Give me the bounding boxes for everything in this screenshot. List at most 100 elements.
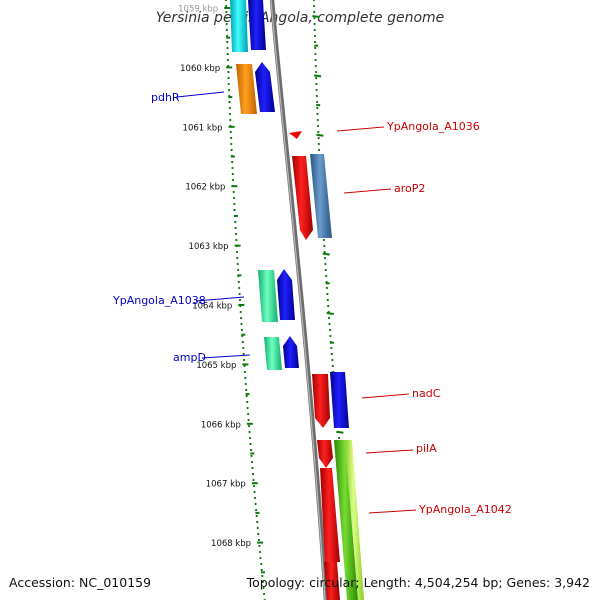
leader-line	[368, 509, 417, 514]
gene-feature-green[interactable]	[334, 440, 358, 600]
track-dot	[257, 538, 260, 542]
gene-label-ampD[interactable]: ampD	[173, 351, 206, 364]
track-dot	[313, 4, 316, 8]
gene-feature-YpAngola-A1038[interactable]	[277, 269, 295, 320]
track-dot	[247, 424, 251, 428]
gene-label-pdhR[interactable]: pdhR	[151, 91, 180, 104]
accession-text: Accession: NC_010159	[9, 575, 152, 590]
track-dot	[237, 280, 240, 284]
track-dot	[250, 460, 254, 464]
track-dot	[240, 328, 243, 332]
track-dot	[234, 220, 237, 224]
leader-line	[365, 449, 414, 454]
track-dot	[323, 250, 326, 254]
track-dot	[242, 346, 245, 350]
track-dot	[337, 436, 341, 440]
ruler-tick-label: 1061 kbp	[183, 123, 223, 133]
track-dot	[226, 46, 229, 50]
track-dot	[261, 574, 264, 578]
gene-label-YpAngola-A1036[interactable]: YpAngola_A1036	[386, 120, 480, 133]
track-dot	[238, 298, 242, 302]
gene-feature-YpAngola-A1036[interactable]	[289, 131, 302, 139]
track-dot	[252, 484, 256, 488]
genome-summary-text: Topology: circular; Length: 4,504,254 bp…	[246, 575, 590, 590]
gene-labels: pdhR YpAngola_A1038 ampD YpAngola_A1036 …	[112, 91, 512, 516]
gene-feature-lime[interactable]	[345, 440, 364, 600]
gene-feature-aqua-2[interactable]	[264, 337, 282, 370]
track-dot	[226, 40, 229, 44]
track-dot	[228, 88, 231, 92]
track-dot	[330, 346, 333, 350]
track-dot	[246, 400, 249, 404]
track-dot	[226, 58, 229, 62]
track-dot	[254, 502, 257, 506]
gene-feature-steel[interactable]	[310, 154, 332, 238]
track-dot	[315, 94, 318, 98]
track-dot	[313, 22, 316, 26]
track-dot	[229, 130, 232, 134]
gene-feature-ampD[interactable]	[283, 336, 299, 368]
gene-feature-blue-top[interactable]	[248, 0, 266, 50]
track-dot	[327, 304, 330, 308]
track-dot	[248, 436, 252, 440]
gene-feature-nadC[interactable]	[312, 374, 330, 428]
track-dot	[242, 352, 245, 356]
gene-label-pilA[interactable]: pilA	[416, 442, 437, 455]
track-dot	[315, 88, 318, 92]
leader-line	[343, 188, 392, 194]
track-dot	[228, 112, 232, 116]
track-dot	[225, 28, 228, 32]
track-dot	[315, 82, 318, 86]
track-dot	[316, 118, 319, 122]
ruler-tick	[312, 15, 320, 18]
track-dot	[258, 544, 261, 548]
track-dot	[228, 100, 231, 104]
track-dot	[225, 4, 228, 8]
track-dot	[238, 292, 241, 296]
track-dot	[312, 0, 316, 2]
track-dot	[318, 148, 321, 152]
ruler-tick	[336, 430, 344, 434]
leader-line	[336, 126, 385, 132]
track-dot	[225, 22, 228, 26]
track-dot	[317, 130, 320, 134]
leader-line	[176, 91, 225, 98]
track-dot	[316, 100, 319, 104]
track-dot	[249, 448, 253, 452]
gene-feature-pdhR[interactable]	[255, 62, 275, 112]
ruler-tick-label: 1067 kbp	[206, 480, 246, 490]
track-dot	[328, 328, 332, 332]
map-title: Yersinia pestis Angola, complete genome	[155, 10, 445, 26]
ruler-tick-label: 1063 kbp	[189, 242, 229, 252]
track-dot	[328, 316, 331, 320]
track-dot	[314, 58, 317, 62]
track-dot	[227, 70, 230, 74]
track-dot	[232, 190, 235, 194]
track-dot	[237, 268, 240, 272]
ruler-tick	[313, 74, 322, 78]
gene-feature-cyan-top[interactable]	[230, 0, 248, 52]
track-dot	[317, 142, 320, 146]
track-dot	[230, 148, 233, 152]
leader-line	[195, 296, 245, 302]
gene-feature-YpAngola-A1042[interactable]	[320, 468, 340, 562]
gene-label-YpAngola-A1042[interactable]: YpAngola_A1042	[418, 503, 512, 516]
track-dot	[254, 496, 257, 500]
track-dot	[260, 568, 263, 572]
gene-feature-aroP2[interactable]	[292, 156, 313, 240]
gene-feature-orange[interactable]	[236, 64, 257, 114]
gene-feature-red-bottom[interactable]	[324, 562, 340, 600]
gene-label-YpAngola-A1038[interactable]: YpAngola_A1038	[112, 294, 206, 307]
track-dot	[253, 490, 256, 494]
track-dot	[242, 358, 246, 362]
track-dot	[251, 472, 255, 476]
gene-label-nadC[interactable]: nadC	[412, 387, 441, 400]
gene-feature-blue-nadC[interactable]	[330, 372, 349, 428]
ruler-tick-label: 1068 kbp	[211, 539, 251, 549]
gene-feature-aqua-1[interactable]	[258, 270, 278, 322]
gene-label-aroP2[interactable]: aroP2	[394, 182, 425, 195]
gene-feature-pilA[interactable]	[317, 440, 333, 468]
track-dot	[330, 352, 333, 356]
track-dot	[331, 358, 334, 362]
track-dot	[251, 466, 254, 470]
